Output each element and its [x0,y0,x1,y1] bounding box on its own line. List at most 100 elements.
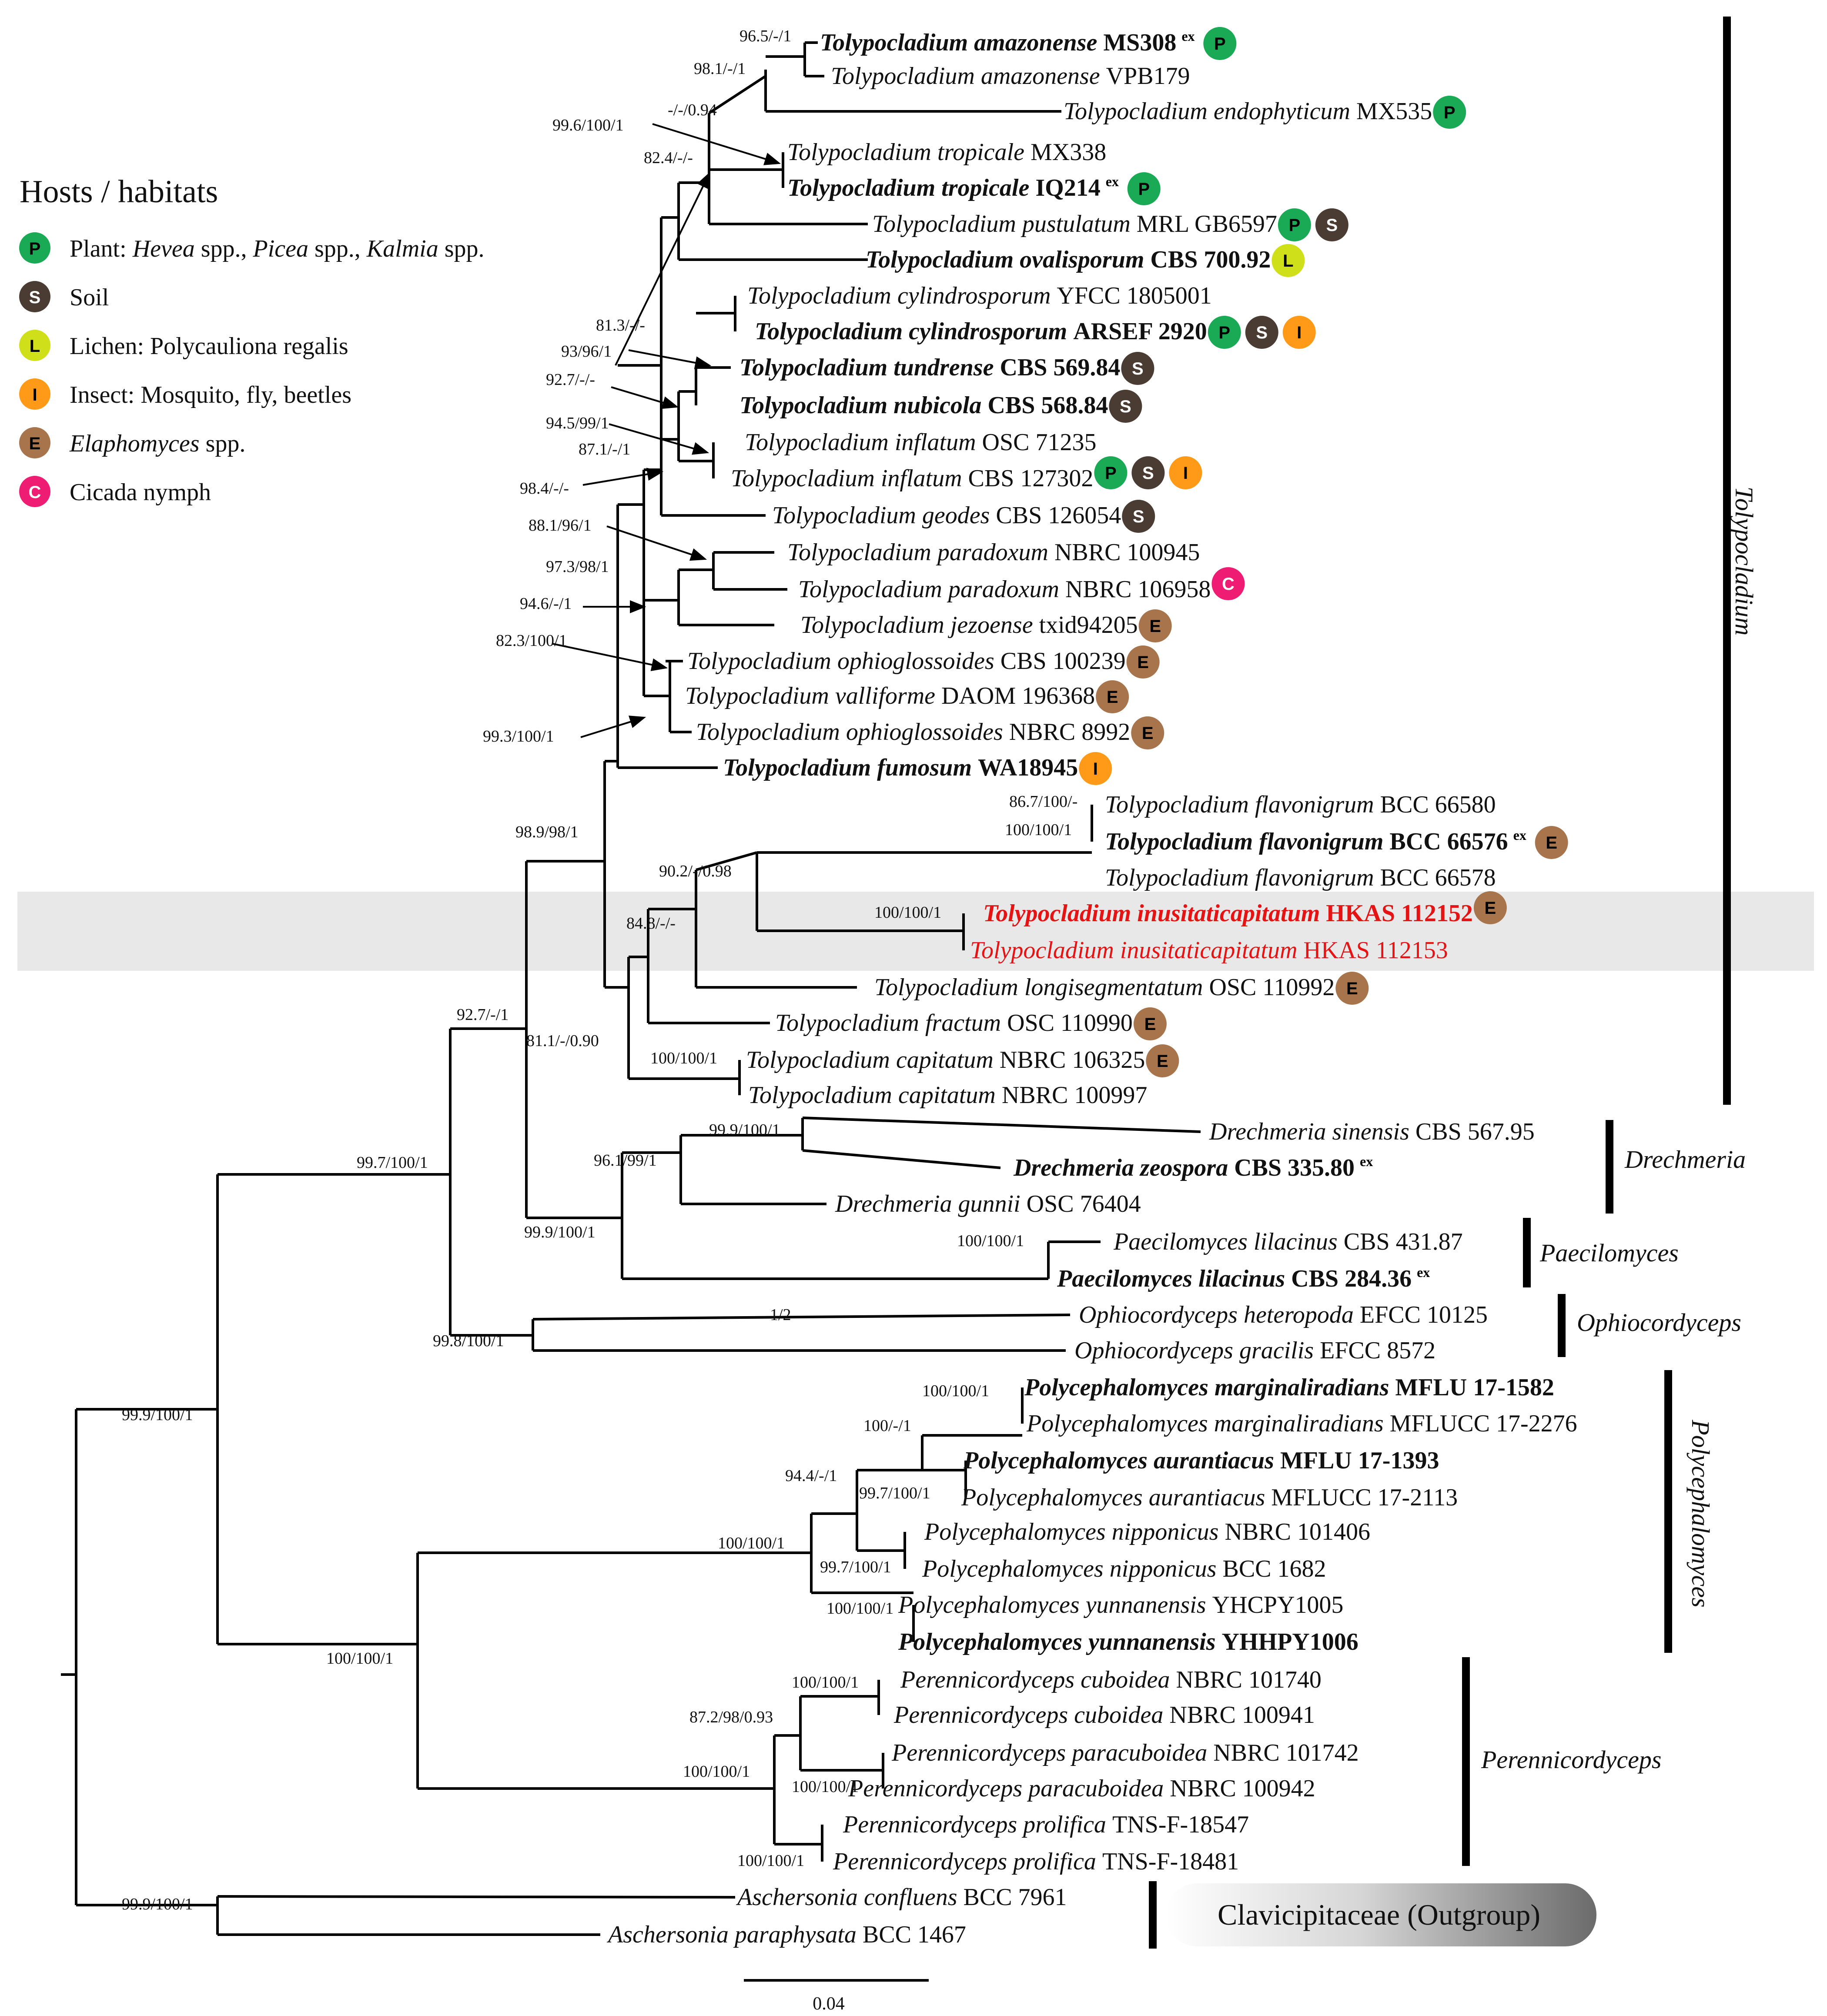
taxon-genus: Tolypocladium [745,429,889,456]
taxon-strain: IQ214 [1035,174,1100,201]
clade-label-ophiocordyceps: Ophiocordyceps [1577,1308,1741,1337]
host-badge [1131,456,1165,489]
support-value: 99.3/100/1 [483,727,554,746]
host-badge-letter: P [1105,464,1117,483]
support-value: 86.7/100/- [1009,792,1077,811]
taxon-label: Polycephalomyces nipponicus BCC 1682 [922,1555,1326,1582]
taxon-label: Perennicordyceps cuboidea NBRC 100941 [893,1702,1315,1728]
taxon-genus: Polycephalomyces [924,1518,1106,1545]
host-badge [1535,826,1568,859]
taxon-epithet: ovalisporum [1020,246,1144,273]
taxon-label: Tolypocladium nubicola CBS 568.84 [740,392,1108,419]
legend-label-part: Insect: Mosquito, fly, beetles [70,381,351,408]
host-badge-letter: P [1289,216,1301,235]
taxon-strain: MFLU 17-1393 [1280,1447,1439,1474]
support-value: 98.1/-/1 [694,60,746,78]
taxon-epithet: marginaliradians [1215,1374,1389,1401]
taxon-strain: CBS 700.92 [1150,246,1271,273]
taxon-strain: OSC 76404 [1027,1190,1141,1217]
taxon-label: Perennicordyceps prolifica TNS-F-18547 [843,1811,1249,1838]
taxon-label: Tolypocladium flavonigrum BCC 66580 [1105,791,1496,818]
clade-label-polycephalomyces: Polycephalomyces [1686,1419,1715,1608]
legend-item-label: Cicada nymph [70,479,211,506]
taxon-genus: Tolypocladium [1105,791,1249,818]
taxon-strain: MS308 [1103,29,1176,56]
taxon-epithet: inflatum [895,429,976,456]
legend-label-part: Kalmia [366,235,438,262]
taxon-epithet: inflatum [881,465,962,492]
branch [802,1117,1201,1133]
host-badge [1335,972,1369,1005]
taxon-epithet: nipponicus [1110,1555,1217,1582]
taxon-genus: Tolypocladium [1105,828,1253,855]
legend-badge-letter: E [29,434,41,453]
taxon-strain: EFCC 8572 [1320,1337,1436,1364]
legend-label-part: Soil [70,284,109,311]
taxon-epithet: cylindrosporum [909,318,1067,345]
taxon-strain: TNS-F-18547 [1112,1811,1249,1838]
support-value: 92.7/-/- [546,371,595,389]
taxon-genus: Tolypocladium [874,974,1018,1001]
host-badge-letter: I [1297,323,1302,342]
support-value: 1/2 [770,1306,791,1324]
legend-label-part: Cicada nymph [70,479,211,506]
taxon-genus: Aschersonia [736,1884,858,1911]
support-value: 100/100/1 [874,903,941,922]
clade-label-drechmeria: Drechmeria [1624,1145,1746,1173]
support-value: 87.1/-/1 [579,440,630,458]
taxon-epithet: flavonigrum [1255,864,1374,891]
host-badge [1433,96,1466,129]
legend-badge-letter: I [32,385,37,405]
host-badge [1272,244,1305,277]
taxon-epithet: capitatum [896,1046,994,1073]
taxon-genus: Ophiocordyceps [1074,1337,1233,1364]
taxon-strain: TNS-F-18481 [1102,1848,1239,1875]
support-value: 90.2/-/0.98 [659,862,732,880]
taxon-label: Tolypocladium fumosum WA18945 [723,754,1078,781]
taxon-epithet: sinensis [1332,1118,1409,1145]
support-value: 99.9/100/1 [709,1121,780,1139]
host-badge [1146,1044,1179,1077]
taxon-epithet: aurantiacus [1149,1484,1265,1511]
branch [708,75,766,114]
taxon-strain: CBS 127302 [968,465,1094,492]
taxon-epithet: cuboidea [1081,1666,1170,1693]
taxon-label: Tolypocladium inflatum CBS 127302 [731,465,1093,492]
taxon-epithet: zeospora [1139,1154,1228,1181]
taxon-strain: NBRC 8992 [1009,719,1131,746]
legend-label-part: spp., [308,235,367,262]
taxon-epithet: paraphysata [733,1921,857,1948]
taxon-strain: MFLUCC 17-2276 [1390,1410,1577,1437]
support-arrow-head [629,715,646,728]
legend-title: Hosts / habitats [20,174,218,210]
taxon-labels: Tolypocladium amazonense MS308 exTolypocl… [606,28,1577,1948]
taxon-label: Tolypocladium paradoxum NBRC 106958 [798,576,1211,603]
support-arrow [609,423,707,453]
support-value: 94.6/-/1 [520,595,572,613]
support-value: 100/-/1 [863,1417,911,1435]
taxon-epithet: fumosum [877,754,972,781]
taxon-epithet: valliforme [835,682,935,709]
taxon-genus: Tolypocladium [798,576,942,603]
taxon-genus: Tolypocladium [787,174,935,201]
host-badge-letter: S [1132,359,1144,378]
taxon-genus: Perennicordyceps [848,1775,1022,1802]
taxon-epithet: prolifica [1021,1811,1106,1838]
clade-bars: Tolypocladium Drechmeria Paecilomyces Ophio… [1149,17,1758,1949]
support-value: 92.7/-/1 [457,1006,509,1024]
taxon-epithet: endophyticum [1214,98,1350,125]
taxon-label: Tolypocladium longisegmentatum OSC 11099… [874,974,1335,1001]
taxon-genus: Polycephalomyces [898,1591,1080,1618]
taxon-epithet: nubicola [893,392,981,419]
support-value: 98.4/-/- [520,479,569,498]
host-badge-letter: P [1138,180,1150,199]
host-badge-letter: E [1485,899,1496,918]
taxon-epithet: capitatum [898,1082,996,1109]
legend-item-label: Plant: Hevea spp., Picea spp., Kalmia sp… [70,235,485,262]
taxon-label: Drechmeria sinensis CBS 567.95 [1209,1118,1535,1145]
taxon-epithet: gracilis [1239,1337,1314,1364]
taxon-genus: Tolypocladium [685,682,829,709]
taxon-genus: Perennicordyceps [891,1739,1066,1766]
host-badge-letter: I [1093,759,1098,779]
taxon-label: Paecilomyces lilacinus CBS 284.36 [1057,1265,1412,1292]
